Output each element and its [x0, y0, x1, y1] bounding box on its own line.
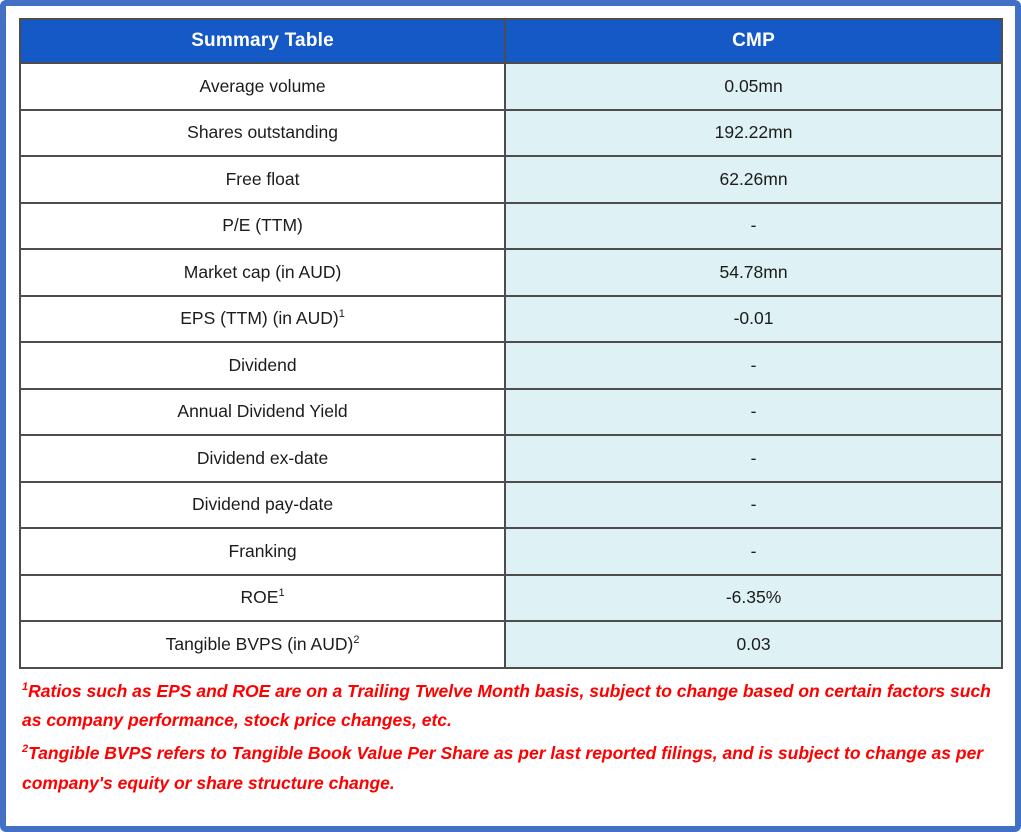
footnote-marker: 1: [338, 308, 345, 321]
metric-value-cell: -: [504, 480, 1003, 529]
metric-label: Dividend pay-date: [192, 494, 334, 515]
metric-label-cell: Dividend: [18, 341, 507, 390]
metric-label: Market cap (in AUD): [183, 261, 342, 282]
metric-label-cell: Tangible BVPS (in AUD)2: [18, 620, 507, 669]
footnotes-section: 1Ratios such as EPS and ROE are on a Tra…: [19, 677, 1002, 799]
metric-label: Tangible BVPS (in AUD): [165, 633, 354, 654]
table-row: Annual Dividend Yield -: [18, 387, 1003, 436]
metric-label: Franking: [228, 540, 297, 561]
metric-label-cell: P/E (TTM): [18, 201, 507, 250]
metric-value-cell: 0.03: [504, 620, 1003, 669]
table-row: ROE1 -6.35%: [18, 573, 1003, 622]
metric-label: Dividend: [228, 354, 297, 375]
table-row: Market cap (in AUD) 54.78mn: [18, 248, 1003, 297]
metric-label: Dividend ex-date: [196, 447, 329, 468]
footnote: 2Tangible BVPS refers to Tangible Book V…: [22, 739, 999, 798]
table-row: Free float 62.26mn: [18, 155, 1003, 204]
metric-label-cell: Dividend pay-date: [18, 480, 507, 529]
table-row: Average volume 0.05mn: [18, 62, 1003, 111]
metric-label-cell: EPS (TTM) (in AUD)1: [18, 294, 507, 343]
table-row: Dividend ex-date -: [18, 434, 1003, 483]
summary-table-header: Summary Table CMP: [18, 18, 1003, 64]
footnote-marker: 1: [22, 680, 29, 693]
metric-label: Average volume: [199, 75, 326, 96]
metric-label: Annual Dividend Yield: [177, 401, 348, 422]
metric-value-cell: -0.01: [504, 294, 1003, 343]
table-row: Tangible BVPS (in AUD)2 0.03: [18, 620, 1003, 669]
metric-label: Shares outstanding: [187, 122, 338, 143]
table-row: EPS (TTM) (in AUD)1 -0.01: [18, 294, 1003, 343]
metric-value-cell: 54.78mn: [504, 248, 1003, 297]
metric-value-cell: -: [504, 387, 1003, 436]
header-row: Summary Table CMP: [18, 18, 1003, 64]
metric-value-cell: -: [504, 341, 1003, 390]
metric-label-cell: Shares outstanding: [18, 108, 507, 157]
metric-label: ROE: [240, 587, 279, 608]
metric-label-cell: Annual Dividend Yield: [18, 387, 507, 436]
table-row: Franking -: [18, 527, 1003, 576]
metric-label-cell: Dividend ex-date: [18, 434, 507, 483]
footnote: 1Ratios such as EPS and ROE are on a Tra…: [22, 677, 999, 736]
metric-label-cell: Free float: [18, 155, 507, 204]
metric-label-cell: Average volume: [18, 62, 507, 111]
metric-label-cell: ROE1: [18, 573, 507, 622]
header-cell-cmp: CMP: [504, 18, 1003, 64]
metric-label: Free float: [225, 168, 300, 189]
metric-value-cell: -: [504, 201, 1003, 250]
metric-label-cell: Franking: [18, 527, 507, 576]
footnote-text: Tangible BVPS refers to Tangible Book Va…: [22, 743, 984, 793]
table-row: Shares outstanding 192.22mn: [18, 108, 1003, 157]
summary-table: Summary Table CMP Average volume 0.05mn …: [18, 18, 1003, 669]
table-row: Dividend pay-date -: [18, 480, 1003, 529]
metric-label-cell: Market cap (in AUD): [18, 248, 507, 297]
footnote-marker: 2: [22, 743, 29, 756]
footnote-text: Ratios such as EPS and ROE are on a Trai…: [22, 680, 991, 730]
metric-value-cell: 192.22mn: [504, 108, 1003, 157]
metric-value-cell: 0.05mn: [504, 62, 1003, 111]
metric-value-cell: -: [504, 434, 1003, 483]
footnote-marker: 2: [353, 633, 360, 646]
table-row: P/E (TTM) -: [18, 201, 1003, 250]
header-cell-summary-table: Summary Table: [18, 18, 507, 64]
footnote-marker: 1: [278, 587, 285, 600]
metric-value-cell: -: [504, 527, 1003, 576]
metric-value-cell: -6.35%: [504, 573, 1003, 622]
summary-table-body: Average volume 0.05mn Shares outstanding…: [18, 62, 1003, 669]
metric-label: P/E (TTM): [222, 215, 303, 236]
table-row: Dividend -: [18, 341, 1003, 390]
metric-value-cell: 62.26mn: [504, 155, 1003, 204]
metric-label: EPS (TTM) (in AUD): [180, 308, 339, 329]
